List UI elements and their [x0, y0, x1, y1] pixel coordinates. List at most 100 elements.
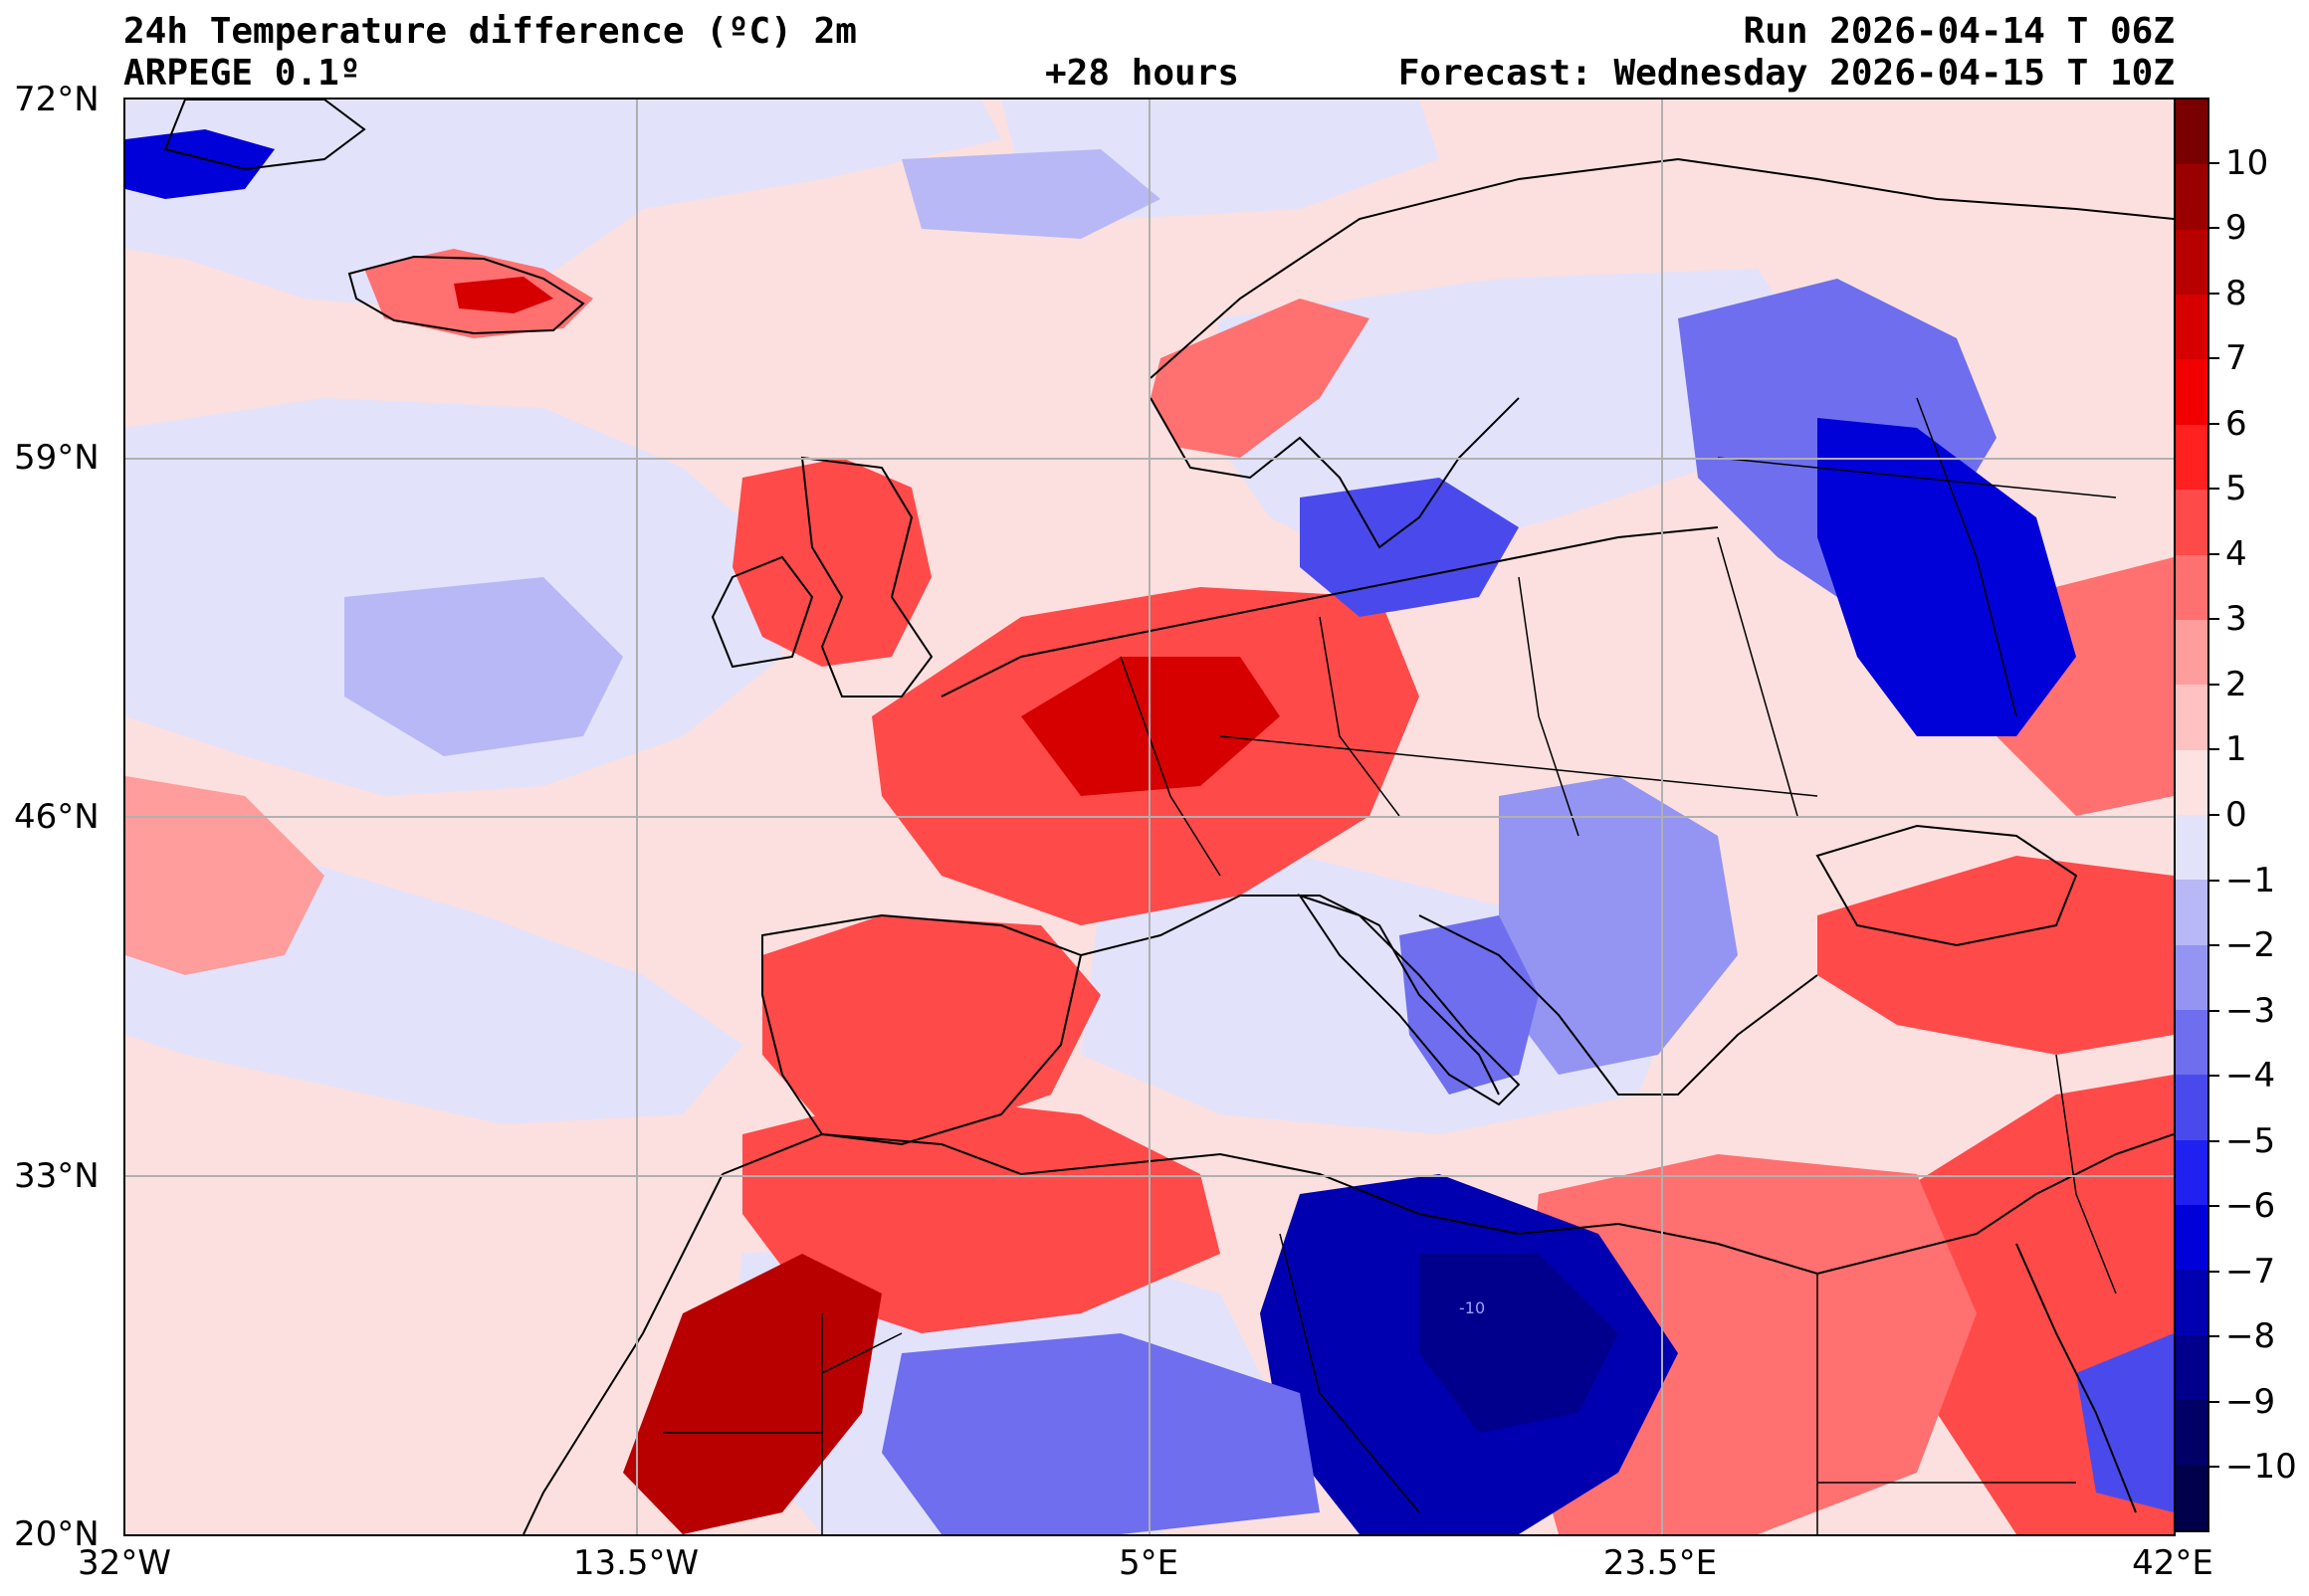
- colorbar-segment: [2176, 295, 2207, 360]
- border-europe-4: [1717, 536, 1798, 817]
- border-europe-5: [1219, 735, 1818, 797]
- colorbar-tick: [2209, 879, 2219, 882]
- field-darkred-western-sahara: [623, 1254, 882, 1534]
- field-darkred-iceland: [454, 277, 553, 313]
- colorbar-tick-label: −7: [2225, 1251, 2276, 1292]
- colorbar-segment: [2176, 1270, 2207, 1335]
- colorbar-tick: [2209, 618, 2219, 621]
- map-plot-area: -10: [123, 98, 2176, 1536]
- coast-italy: [1297, 894, 1521, 1106]
- border-russia-2: [1717, 457, 2117, 499]
- coast-mediterranean-north: [1080, 895, 1500, 1096]
- lon-label-32W: 32°W: [78, 1543, 171, 1583]
- colorbar-tick-label: 1: [2225, 729, 2247, 770]
- colorbar-tick: [2209, 814, 2219, 816]
- colorbar-segment: [2176, 229, 2207, 296]
- colorbar-tick: [2209, 683, 2219, 686]
- lat-label-72: 72°N: [14, 80, 100, 119]
- colorbar-segment: [2176, 554, 2207, 620]
- colorbar-tick: [2209, 1009, 2219, 1012]
- colorbar-tick-label: 5: [2225, 469, 2247, 509]
- colorbar-tick-label: −5: [2225, 1120, 2276, 1161]
- colorbar-tick: [2209, 1205, 2219, 1208]
- colorbar-tick: [2209, 1139, 2219, 1142]
- field-blue-sweden-south: [1300, 478, 1519, 617]
- coast-scandinavia: [1150, 157, 2174, 379]
- border-middle-east: [2055, 1054, 2117, 1295]
- colorbar-tick-label: 3: [2225, 599, 2247, 640]
- colorbar-tick-label: 8: [2225, 273, 2247, 313]
- colorbar-segment: [2176, 359, 2207, 425]
- coast-britain: [800, 456, 934, 698]
- colorbar-segment: [2176, 1334, 2207, 1401]
- colorbar-segment: [2176, 814, 2207, 881]
- field-red-turkey: [1817, 856, 2174, 1055]
- coast-norway-south: [1150, 397, 1520, 549]
- colorbar-tick-label: −10: [2225, 1447, 2297, 1488]
- field-lightblue-north-atlantic: [125, 100, 1001, 308]
- colorbar-tick: [2209, 227, 2219, 230]
- border-europe-1: [1120, 656, 1221, 877]
- chart-title: 24h Temperature difference (ºC) 2m: [123, 11, 857, 52]
- coast-red-sea: [2015, 1243, 2137, 1513]
- lat-label-46: 46°N: [14, 797, 100, 837]
- colorbar-tick: [2209, 1466, 2219, 1469]
- colorbar-tick: [2209, 944, 2219, 947]
- field-layer: [125, 100, 2174, 1534]
- colorbar-tick-label: 2: [2225, 664, 2247, 704]
- coast-north-africa: [722, 1132, 2174, 1276]
- forecast-time: Forecast: Wednesday 2026-04-15 T 10Z: [1397, 53, 2175, 94]
- colorbar-tick: [2209, 292, 2219, 295]
- field-blue-sea-northwest: [125, 129, 275, 199]
- colorbar-segment: [2176, 100, 2207, 165]
- borders: [663, 397, 2117, 1534]
- colorbar-segment: [2176, 1010, 2207, 1076]
- field-red-iberia: [762, 915, 1101, 1134]
- colorbar-segment: [2176, 490, 2207, 555]
- lat-label-20: 20°N: [14, 1514, 100, 1554]
- border-europe-2: [1319, 616, 1400, 817]
- colorbar-tick-label: −2: [2225, 925, 2276, 966]
- colorbar-segment: [2176, 749, 2207, 815]
- colorbar-segment: [2176, 1465, 2207, 1530]
- colorbar-tick-label: −4: [2225, 1056, 2276, 1097]
- border-russia-1: [1916, 397, 2017, 717]
- colorbar-tick-label: −3: [2225, 990, 2276, 1031]
- colorbar-segment: [2176, 619, 2207, 686]
- colorbar-segment: [2176, 164, 2207, 230]
- field-red-british-isles: [733, 458, 932, 667]
- lat-label-33: 33°N: [14, 1156, 100, 1196]
- border-algeria-libya: [1279, 1233, 1420, 1513]
- run-time: Run 2026-04-14 T 06Z: [1743, 11, 2175, 52]
- coast-west-africa: [523, 1173, 724, 1534]
- contour-label: -10: [1459, 1298, 1485, 1317]
- colorbar-tick-label: −9: [2225, 1381, 2276, 1422]
- field-lightblue-north-patch: [902, 149, 1160, 239]
- colorbar-tick: [2209, 1270, 2219, 1273]
- coast-ireland: [711, 555, 814, 669]
- colorbar-tick-label: 4: [2225, 533, 2247, 574]
- colorbar-tick-label: 10: [2225, 142, 2269, 183]
- colorbar-tick: [2209, 488, 2219, 491]
- colorbar-segment: [2176, 1400, 2207, 1466]
- colorbar-segment: [2176, 424, 2207, 491]
- lead-time: +28 hours: [1045, 53, 1240, 94]
- colorbar-segment: [2176, 1205, 2207, 1271]
- field-red-norway: [1151, 299, 1369, 458]
- border-sahara-2: [663, 1332, 903, 1434]
- coast-black-sea: [1815, 824, 2078, 947]
- coast-iceland: [347, 255, 585, 335]
- coast-balkans: [1418, 914, 1818, 1096]
- temperature-difference-map: -10: [125, 100, 2174, 1534]
- colorbar-segment: [2176, 1139, 2207, 1206]
- lon-label-5E: 5°E: [1118, 1543, 1179, 1583]
- coast-continental-europe: [941, 526, 1719, 698]
- field-red-northwest-africa: [742, 1095, 1220, 1333]
- colorbar-tick-label: −8: [2225, 1316, 2276, 1357]
- lon-label-23.5E: 23.5°E: [1602, 1543, 1718, 1583]
- colorbar-segment: [2176, 685, 2207, 750]
- field-blue-sahara-band: [882, 1333, 1320, 1534]
- colorbar-tick-label: −1: [2225, 860, 2276, 900]
- colorbar-tick: [2209, 1400, 2219, 1403]
- colorbar-tick-label: 7: [2225, 338, 2247, 379]
